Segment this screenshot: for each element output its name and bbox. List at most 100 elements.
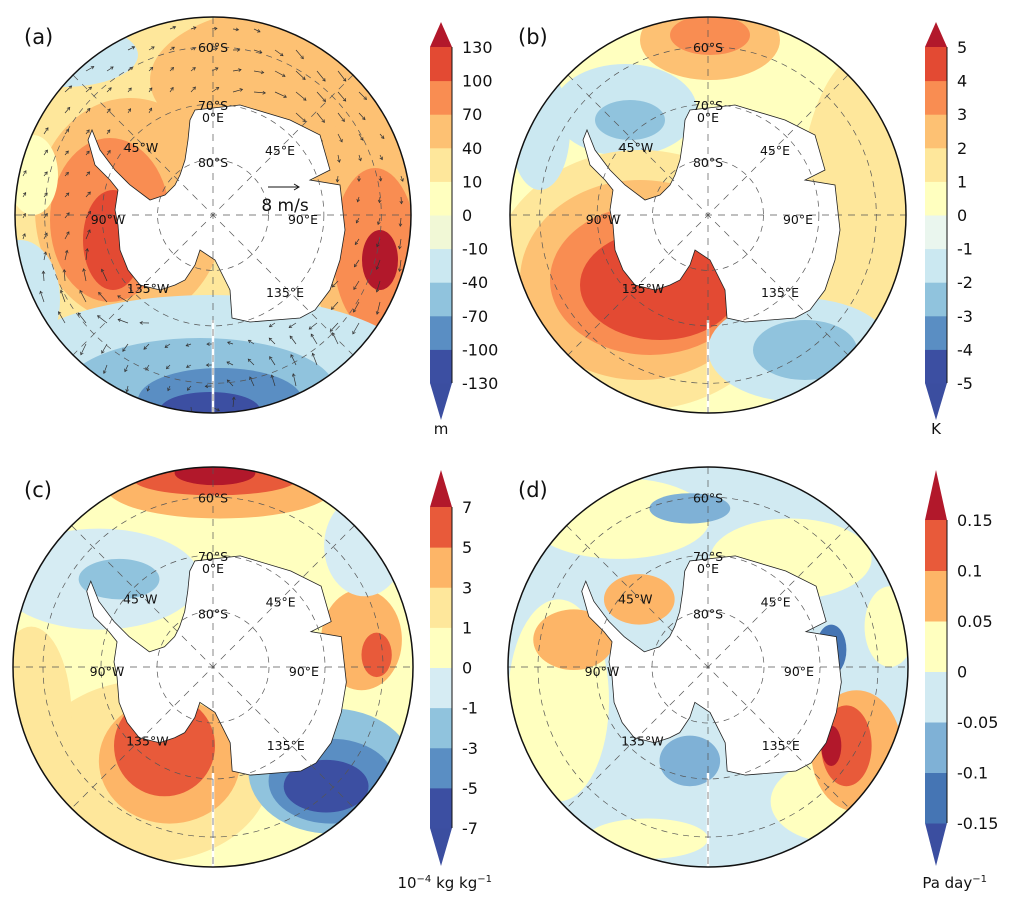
wind-arrowhead xyxy=(300,55,304,60)
wind-arrowhead xyxy=(44,171,48,175)
wind-arrowhead xyxy=(44,192,48,197)
wind-arrowhead xyxy=(146,387,150,392)
wind-arrow xyxy=(211,87,219,93)
wind-arrow xyxy=(376,301,381,315)
wind-arrow xyxy=(269,356,276,366)
wind-arrow xyxy=(292,373,297,387)
wind-arrowhead xyxy=(86,150,90,155)
unit-rest: kg kg xyxy=(431,874,477,892)
map-label-lon45e: 45°E xyxy=(265,143,295,158)
map-label-lon135w: 135°W xyxy=(126,734,168,749)
wind-arrow xyxy=(358,112,366,120)
wind-arrow xyxy=(63,269,66,282)
map-label-lon135e: 135°E xyxy=(761,285,799,300)
colorbar-tick-label: -10 xyxy=(462,240,488,259)
wind-arrowhead xyxy=(85,248,89,252)
colorbar-tip-low xyxy=(925,383,947,420)
wind-arrow xyxy=(253,91,266,94)
wind-arrowhead xyxy=(353,286,357,291)
map-label-lat60: 60°S xyxy=(693,40,723,55)
wind-arrow xyxy=(166,364,171,370)
colorbar-tick-label: -5 xyxy=(462,779,478,798)
meridian-line xyxy=(72,74,354,356)
wind-arrowhead xyxy=(117,318,122,322)
wind-arrowhead xyxy=(58,311,62,315)
wind-arrow xyxy=(169,46,175,51)
wind-arrow xyxy=(85,129,90,135)
wind-arrowhead xyxy=(107,108,111,112)
wind-arrow xyxy=(295,70,306,80)
wind-arrowhead xyxy=(342,78,347,82)
wind-arrowhead xyxy=(148,87,153,91)
wind-arrowhead xyxy=(290,354,294,358)
wind-arrowhead xyxy=(355,219,360,224)
wind-arrowhead xyxy=(270,374,275,379)
latitude-circle xyxy=(101,103,325,327)
colorbar-bin xyxy=(925,80,947,115)
wind-arrowhead xyxy=(185,343,190,347)
wind-arrow xyxy=(43,213,48,219)
unit-sup: −4 xyxy=(417,874,432,885)
wind-arrow xyxy=(308,322,318,330)
wind-arrowhead xyxy=(45,127,49,131)
wind-arrow xyxy=(399,217,402,227)
wind-arrowhead xyxy=(256,29,261,33)
wind-arrowhead xyxy=(268,323,273,328)
wind-arrowhead xyxy=(379,156,383,161)
wind-arrowhead xyxy=(262,90,267,95)
colorbar-bin xyxy=(430,667,452,709)
wind-arrowhead xyxy=(353,263,358,268)
wind-arrowhead xyxy=(400,178,404,182)
wind-arrowhead xyxy=(321,119,325,123)
wind-arrowhead xyxy=(214,47,218,51)
wind-arrowhead xyxy=(192,86,196,91)
colorbar-tick-label: 0.15 xyxy=(957,511,993,530)
colorbar-tip-high xyxy=(925,22,947,47)
wind-arrowhead xyxy=(376,243,380,248)
wind-arrow xyxy=(227,379,234,387)
wind-arrow xyxy=(211,27,218,30)
wind-arrow xyxy=(376,280,381,293)
map-label-lon90e: 90°E xyxy=(289,664,319,679)
wind-arrowhead xyxy=(65,192,70,196)
wind-arrow xyxy=(106,87,112,93)
wind-arrow xyxy=(274,49,284,57)
wind-arrow xyxy=(316,91,326,102)
wind-arrow xyxy=(399,238,402,249)
wind-arrow xyxy=(127,87,132,93)
wind-arrow xyxy=(117,295,129,303)
colorbar-bin xyxy=(430,627,452,668)
wind-arrow xyxy=(148,87,153,93)
map-label-lon45e: 45°E xyxy=(761,594,791,609)
wind-arrowhead xyxy=(127,108,131,112)
colorbar-tick-label: 3 xyxy=(957,105,967,124)
wind-arrow xyxy=(80,343,87,355)
wind-arrow xyxy=(127,46,135,51)
wind-arrowhead xyxy=(329,328,334,332)
wind-arrow xyxy=(117,319,129,324)
wind-arrowhead xyxy=(206,342,210,346)
wind-arrowhead xyxy=(44,149,48,154)
colorbar-tick-label: -1 xyxy=(957,240,973,259)
colorbar-tick-label: -0.05 xyxy=(957,713,998,732)
colorbar-bin xyxy=(925,621,947,672)
colorbar-bin xyxy=(430,787,452,829)
wind-arrow xyxy=(316,112,325,123)
contour-region xyxy=(595,100,665,140)
wind-arrowhead xyxy=(337,159,341,163)
wind-arrow xyxy=(337,133,343,143)
panel-label: (a) xyxy=(24,25,53,49)
wind-arrowhead xyxy=(41,270,46,274)
colorbar-bin xyxy=(925,722,947,773)
map-label-lon45e: 45°E xyxy=(266,594,296,609)
wind-arrow xyxy=(64,192,70,198)
wind-arrow xyxy=(312,353,318,366)
wind-arrow xyxy=(164,343,171,348)
wind-arrow xyxy=(169,67,174,72)
wind-arrow xyxy=(126,385,129,392)
wind-arrowhead xyxy=(151,46,155,50)
wind-arrow xyxy=(43,171,48,177)
wind-arrowhead xyxy=(97,315,101,319)
antarctica-land xyxy=(582,104,841,323)
colorbar-bin xyxy=(925,147,947,182)
